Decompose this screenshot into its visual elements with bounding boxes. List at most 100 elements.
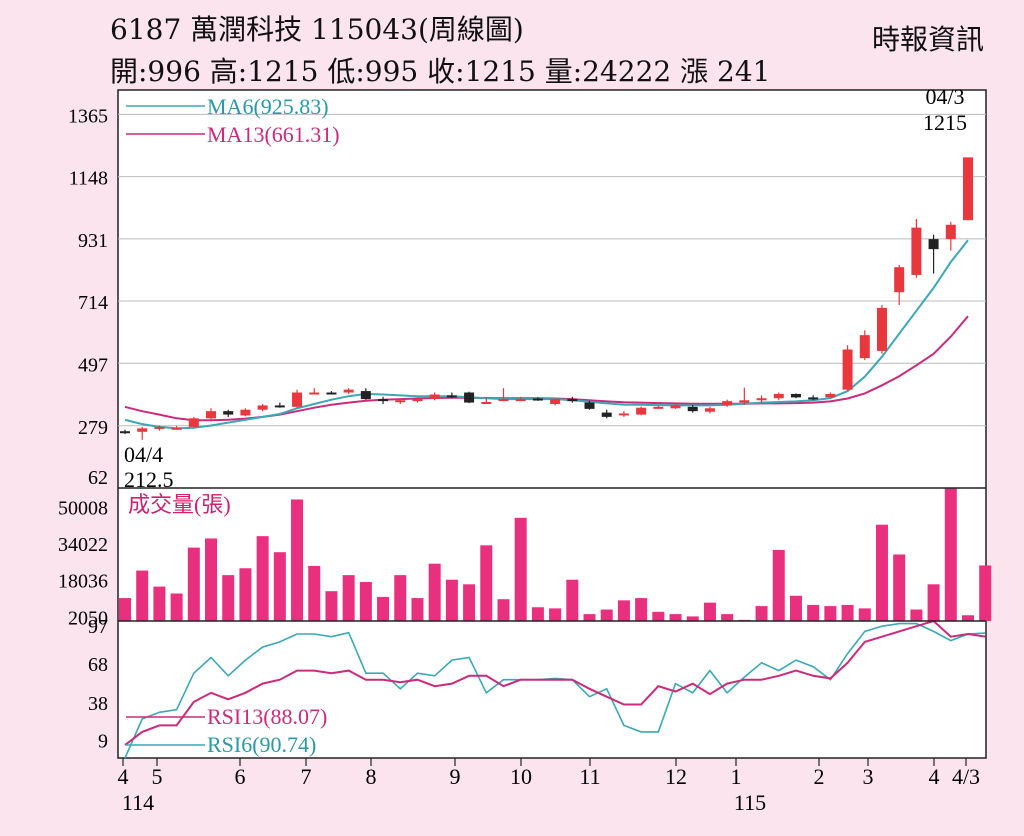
candle-body: [240, 409, 251, 416]
candle-body: [584, 402, 595, 409]
time-tick-label: 4: [929, 764, 940, 789]
volume-bar: [480, 545, 493, 621]
rsi6-legend-label: RSI6(90.74): [207, 732, 316, 757]
rsi-lines: [124, 619, 986, 759]
volume-bar: [222, 575, 235, 621]
rsi-tick-label: 38: [88, 693, 108, 715]
candle-body: [429, 394, 440, 400]
price-axis: 1365 1148 931 714 497 279 62: [68, 105, 108, 489]
candle-body: [223, 411, 234, 415]
price-tick-label: 1365: [68, 105, 108, 127]
candle-body: [911, 227, 922, 275]
time-tick-label: 5: [152, 764, 163, 789]
volume-tick-label: 18036: [58, 571, 108, 593]
candle-body: [309, 392, 320, 395]
candle-body: [395, 400, 406, 403]
volume-bar: [291, 499, 304, 621]
ma13-legend-label: MA13(661.31): [207, 122, 340, 147]
volume-bars: [119, 488, 992, 621]
volume-bar: [824, 606, 837, 621]
volume-bar: [566, 579, 579, 621]
volume-bar: [686, 616, 699, 621]
rsi-axis: 97 68 38 9: [88, 616, 108, 753]
time-tick-label: 6: [235, 764, 246, 789]
candle-body: [412, 399, 423, 402]
data-source: 時報資訊: [871, 23, 984, 56]
price-gridlines: [118, 113, 986, 427]
volume-bar: [514, 517, 527, 621]
candle-body: [773, 393, 784, 399]
moving-average-lines: [124, 239, 969, 430]
price-tick-label: 1148: [69, 168, 108, 190]
volume-bar: [583, 614, 596, 621]
time-tick-label: 4/3: [952, 764, 980, 789]
candle-body: [188, 418, 199, 427]
high-annotation-date: 04/3: [925, 84, 964, 109]
volume-bar: [256, 536, 269, 621]
low-annotation-date: 04/4: [124, 442, 163, 467]
candle-body: [532, 398, 543, 401]
time-tick-label: 10: [510, 764, 532, 789]
candle-body: [257, 405, 268, 410]
time-tick-label: 3: [863, 764, 874, 789]
volume-bar: [463, 584, 476, 621]
candle-body: [670, 405, 681, 409]
time-tick-label: 1: [731, 764, 742, 789]
volume-bar: [600, 609, 613, 621]
chart-title: 6187 萬潤科技 115043(周線圖): [110, 13, 524, 46]
time-tick-label: 2: [814, 764, 825, 789]
candle-body: [154, 426, 165, 429]
volume-bar: [703, 602, 716, 621]
candle-body: [618, 413, 629, 416]
candle-body: [704, 408, 715, 412]
volume-bar: [807, 604, 820, 621]
time-tick-label: 4: [118, 764, 129, 789]
volume-bar: [428, 563, 441, 621]
candle-body: [343, 389, 354, 393]
volume-bar: [617, 600, 630, 621]
year-label: 115: [734, 790, 766, 815]
volume-panel-label: 成交量(張): [128, 492, 231, 517]
time-tick-label: 8: [366, 764, 377, 789]
volume-bar: [136, 570, 149, 621]
volume-bar: [377, 596, 390, 621]
candle-body: [567, 399, 578, 402]
ma6-line: [124, 239, 969, 430]
candle-body: [876, 307, 887, 351]
rsi13-line: [124, 619, 986, 746]
volume-bar: [308, 565, 321, 621]
volume-bar: [858, 608, 871, 621]
chart-legends: MA6(925.83) MA13(661.31) 成交量(張) RSI13(88.07…: [124, 84, 967, 757]
volume-bar: [652, 611, 665, 621]
candle-body: [464, 392, 475, 403]
time-tick-label: 12: [665, 764, 687, 789]
volume-bar: [273, 552, 286, 621]
volume-bar: [755, 606, 768, 621]
price-tick-label: 931: [78, 230, 108, 252]
volume-bar: [445, 579, 458, 621]
volume-bar: [721, 614, 734, 621]
candle-body: [378, 399, 389, 402]
volume-bar: [325, 591, 338, 621]
rsi13-legend-label: RSI13(88.07): [207, 704, 327, 729]
candle-body: [790, 393, 801, 398]
volume-tick-label: 50008: [58, 497, 108, 519]
candle-body: [842, 349, 853, 390]
volume-bar: [531, 607, 544, 621]
price-tick-label: 279: [78, 417, 108, 439]
volume-bar: [205, 538, 218, 621]
ma6-legend-label: MA6(925.83): [207, 94, 329, 119]
candlesticks: [120, 157, 973, 440]
high-annotation-value: 1215: [923, 110, 967, 135]
volume-bar: [342, 575, 355, 621]
volume-bar: [170, 593, 183, 621]
volume-bar: [119, 598, 131, 621]
candle-body: [171, 427, 182, 430]
volume-bar: [979, 565, 992, 621]
volume-bar: [394, 575, 407, 621]
candle-body: [653, 406, 664, 409]
candle-body: [739, 400, 750, 403]
candle-body: [326, 392, 337, 395]
volume-bar: [669, 614, 682, 621]
volume-bar: [772, 549, 785, 621]
